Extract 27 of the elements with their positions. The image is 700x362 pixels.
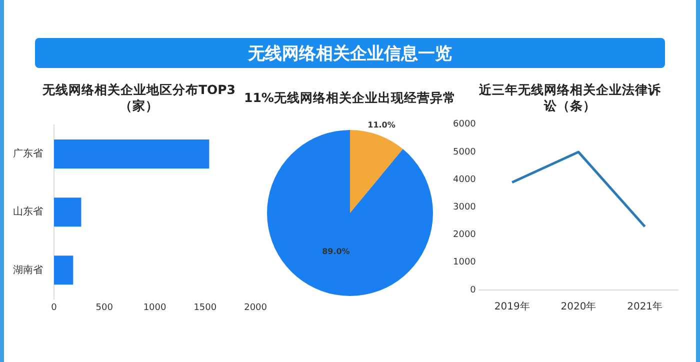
- bar: [54, 256, 74, 285]
- data-label: 11.0%: [368, 120, 396, 130]
- y-tick-label: 山东省: [13, 206, 43, 218]
- x-tick-label: 2000: [244, 302, 268, 313]
- y-tick-label: 0: [470, 285, 476, 296]
- data-label: 89.0%: [322, 247, 350, 256]
- chart-title: 无线网络相关企业地区分布TOP3（家）: [42, 82, 236, 113]
- y-tick-label: 广东省: [13, 148, 43, 160]
- text: 无线网络相关企业信息一览: [35, 38, 665, 68]
- bar: [54, 140, 210, 169]
- chart-title: 11%无线网络相关企业出现经营异常: [244, 90, 456, 105]
- y-tick-label: 2000: [453, 230, 476, 240]
- y-tick-label: 6000: [453, 120, 476, 130]
- chart-title: 近三年无线网络相关企业法律诉讼（条）: [478, 82, 662, 115]
- x-tick-label: 2021年: [627, 300, 663, 313]
- x-tick-label: 1000: [143, 302, 166, 313]
- bar: [54, 198, 82, 227]
- x-tick-label: 2020年: [560, 300, 596, 313]
- y-tick-label: 3000: [453, 202, 476, 213]
- y-tick-label: 5000: [453, 147, 476, 158]
- x-tick-label: 1500: [194, 302, 217, 313]
- y-tick-label: 1000: [453, 258, 476, 268]
- x-tick-label: 0: [51, 302, 58, 313]
- y-tick-label: 4000: [453, 174, 476, 185]
- x-tick-label: 2019年: [494, 300, 530, 313]
- x-tick-label: 500: [96, 302, 114, 313]
- y-tick-label: 湖南省: [13, 264, 43, 276]
